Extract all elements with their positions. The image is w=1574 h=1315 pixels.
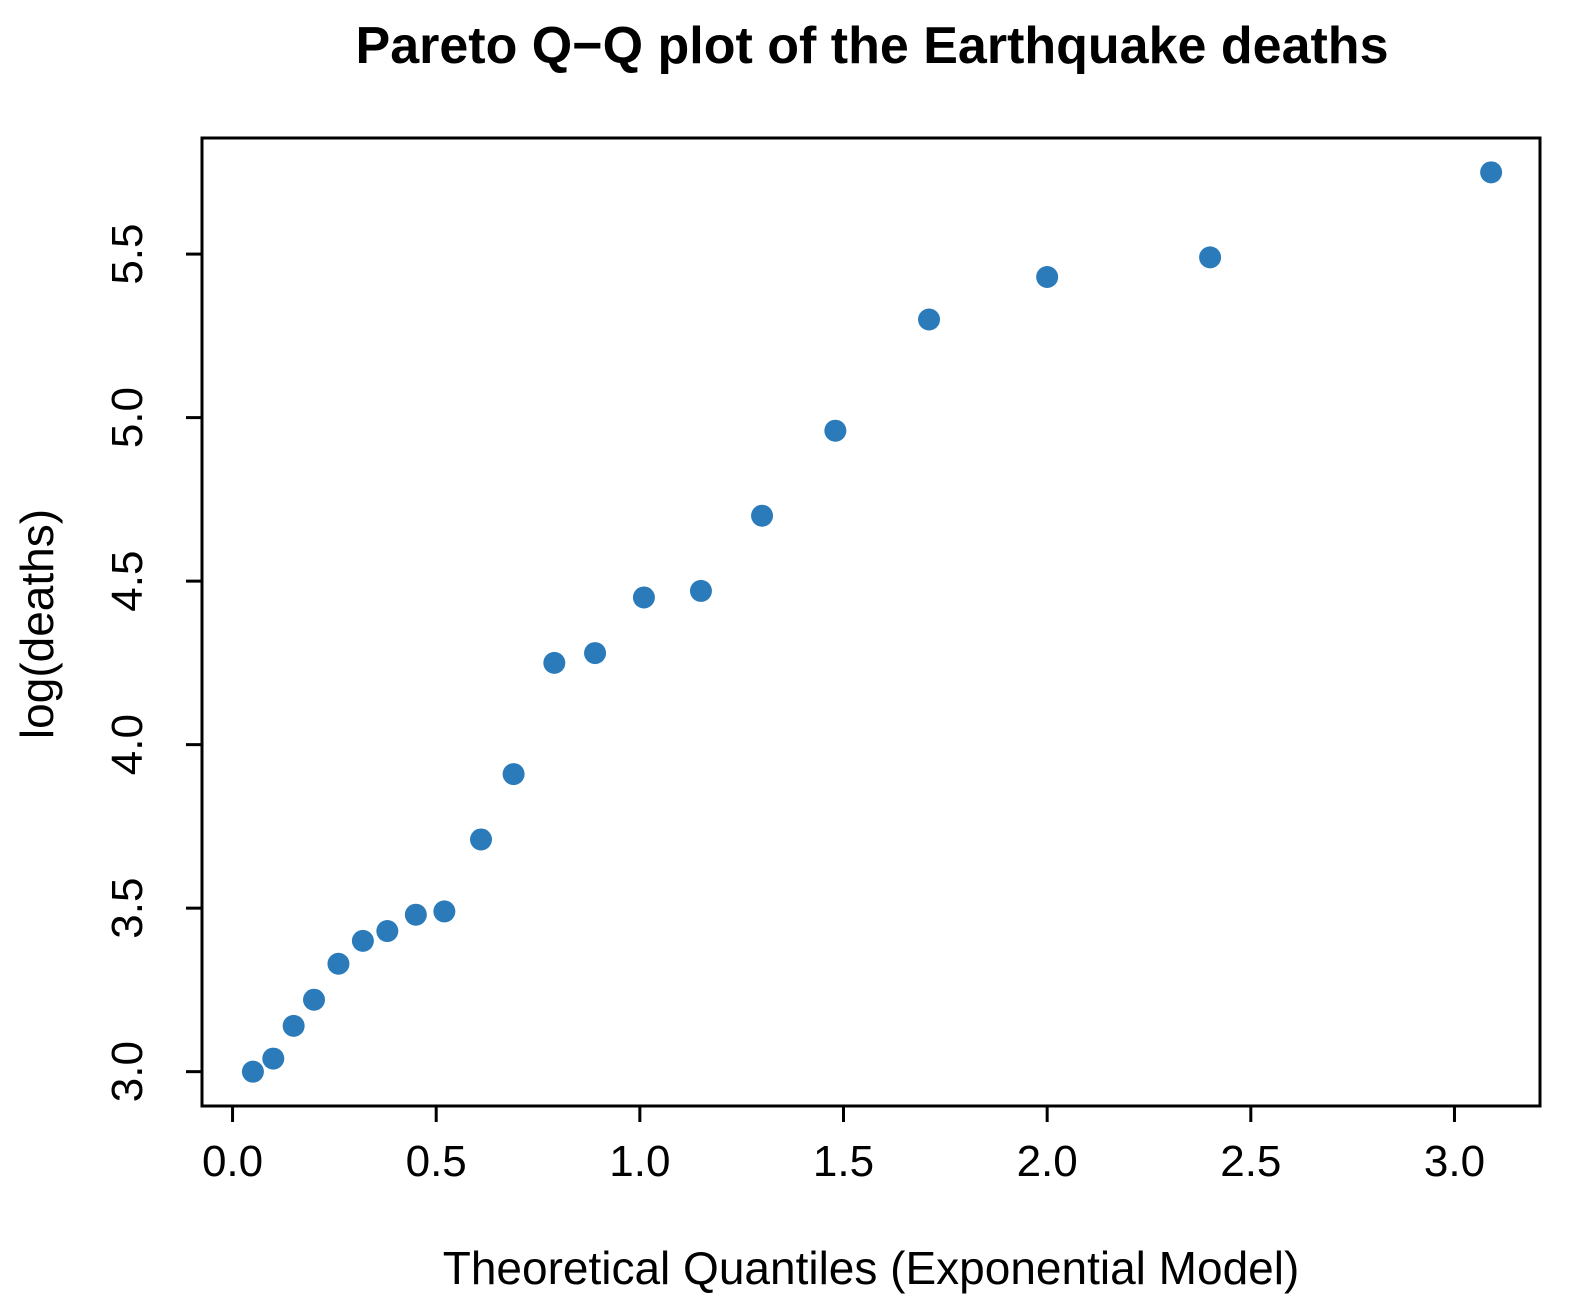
x-tick-label: 2.5 <box>1220 1137 1281 1186</box>
y-tick-label: 3.0 <box>103 1041 152 1102</box>
data-points <box>241 161 1503 1083</box>
data-point <box>303 988 326 1011</box>
data-point <box>241 1060 264 1083</box>
data-point <box>502 763 525 786</box>
x-tick-label: 1.5 <box>813 1137 874 1186</box>
data-point <box>824 419 847 442</box>
y-tick-label: 5.0 <box>103 387 152 448</box>
data-point <box>751 504 774 527</box>
data-point <box>433 900 456 923</box>
x-axis: 0.0 0.5 1.0 1.5 2.0 2.5 3.0 <box>202 1104 1485 1186</box>
y-tick-label: 4.5 <box>103 551 152 612</box>
x-tick-label: 0.5 <box>406 1137 467 1186</box>
data-point <box>470 828 493 851</box>
chart-title: Pareto Q−Q plot of the Earthquake deaths <box>356 17 1389 75</box>
data-point <box>632 586 655 609</box>
data-point <box>1480 161 1503 184</box>
x-tick-label: 2.0 <box>1017 1137 1078 1186</box>
x-axis-label: Theoretical Quantiles (Exponential Model… <box>443 1242 1300 1294</box>
data-point <box>262 1047 285 1070</box>
data-point <box>376 920 399 943</box>
data-point <box>543 651 566 674</box>
plot-frame <box>200 136 1542 1108</box>
data-point <box>918 308 941 331</box>
y-axis: 3.0 3.5 4.0 4.5 5.0 5.5 <box>103 224 204 1102</box>
y-tick-label: 4.0 <box>103 714 152 775</box>
y-tick-label: 3.5 <box>103 878 152 939</box>
data-point <box>351 929 374 952</box>
data-point <box>282 1014 305 1037</box>
y-tick-label: 5.5 <box>103 224 152 285</box>
data-point <box>404 903 427 926</box>
data-point <box>1199 246 1222 269</box>
data-point <box>584 642 607 665</box>
data-point <box>689 579 712 602</box>
y-axis-label: log(deaths) <box>11 509 63 739</box>
x-tick-label: 3.0 <box>1424 1137 1485 1186</box>
x-tick-label: 0.0 <box>202 1137 263 1186</box>
data-point <box>1036 265 1059 288</box>
x-tick-label: 1.0 <box>609 1137 670 1186</box>
data-point <box>327 952 350 975</box>
